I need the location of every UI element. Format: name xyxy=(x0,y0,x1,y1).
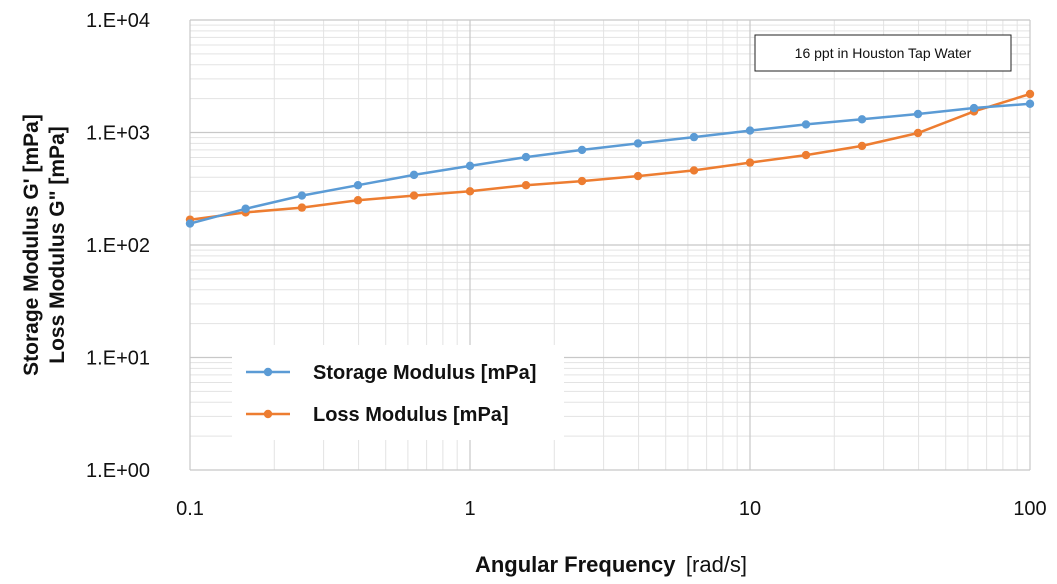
x-axis-unit: [rad/s] xyxy=(686,552,747,577)
x-axis-title: Angular Frequency [rad/s] xyxy=(475,552,747,577)
annotation-text: 16 ppt in Houston Tap Water xyxy=(795,45,972,61)
series-1-point xyxy=(745,158,755,167)
legend-label: Loss Modulus [mPa] xyxy=(313,404,509,426)
series-1-point xyxy=(913,128,923,138)
series-0-point xyxy=(857,115,867,124)
series-0-point xyxy=(577,145,587,155)
x-tick-label: 100 xyxy=(1013,498,1046,520)
x-axis-label: Angular Frequency xyxy=(475,552,676,577)
y-axis-label-line2: Loss Modulus G" [mPa] xyxy=(46,126,69,363)
series-1-point xyxy=(297,203,307,212)
series-1-point xyxy=(577,176,587,186)
series-1-point xyxy=(353,196,363,205)
y-tick-label: 1.E+04 xyxy=(86,10,150,32)
y-tick-label: 1.E+02 xyxy=(86,235,150,257)
series-0-point xyxy=(913,109,923,119)
series-1-point xyxy=(857,141,867,151)
series-0-point xyxy=(241,204,250,213)
x-tick-labels: 0.1 1 10 100 xyxy=(176,498,1047,520)
series-line-0 xyxy=(189,102,1031,225)
legend: Storage Modulus [mPa] Loss Modulus [mPa] xyxy=(232,345,564,440)
series-1-point xyxy=(801,150,811,160)
series-layer xyxy=(185,89,1035,228)
legend-label: Storage Modulus [mPa] xyxy=(313,362,536,384)
series-0-point xyxy=(409,170,419,180)
series-0-point xyxy=(185,219,195,228)
y-tick-labels: 1.E+00 1.E+01 1.E+02 1.E+03 1.E+04 xyxy=(86,10,150,482)
series-0-point xyxy=(969,103,979,113)
x-tick-label: 0.1 xyxy=(176,498,204,520)
series-0-point xyxy=(689,132,699,142)
series-0-point xyxy=(297,191,307,200)
series-0-point xyxy=(633,139,643,148)
series-0-point xyxy=(745,126,755,135)
y-tick-label: 1.E+00 xyxy=(86,460,150,482)
series-1-point xyxy=(521,181,531,190)
series-0-point xyxy=(353,181,363,190)
series-0-point xyxy=(465,161,475,171)
y-axis-title: Storage Modulus G' [mPa] Loss Modulus G"… xyxy=(20,114,69,376)
series-1-point xyxy=(409,191,419,200)
series-1-point xyxy=(633,171,643,181)
y-axis-label-line1: Storage Modulus G' [mPa] xyxy=(20,114,43,376)
legend-swatch-marker xyxy=(263,409,273,419)
series-0-point xyxy=(521,152,531,162)
series-0-point xyxy=(801,120,811,129)
x-tick-label: 10 xyxy=(739,498,761,520)
series-1-point xyxy=(1025,89,1035,99)
series-1-point xyxy=(465,187,475,196)
legend-swatch-marker xyxy=(263,367,273,377)
series-line-1 xyxy=(189,92,1031,221)
series-0-point xyxy=(1025,99,1035,108)
y-tick-label: 1.E+01 xyxy=(86,348,150,370)
series-1-point xyxy=(689,166,699,175)
x-tick-label: 1 xyxy=(464,498,475,520)
annotation-box: 16 ppt in Houston Tap Water xyxy=(754,34,1012,72)
y-tick-label: 1.E+03 xyxy=(86,123,150,145)
